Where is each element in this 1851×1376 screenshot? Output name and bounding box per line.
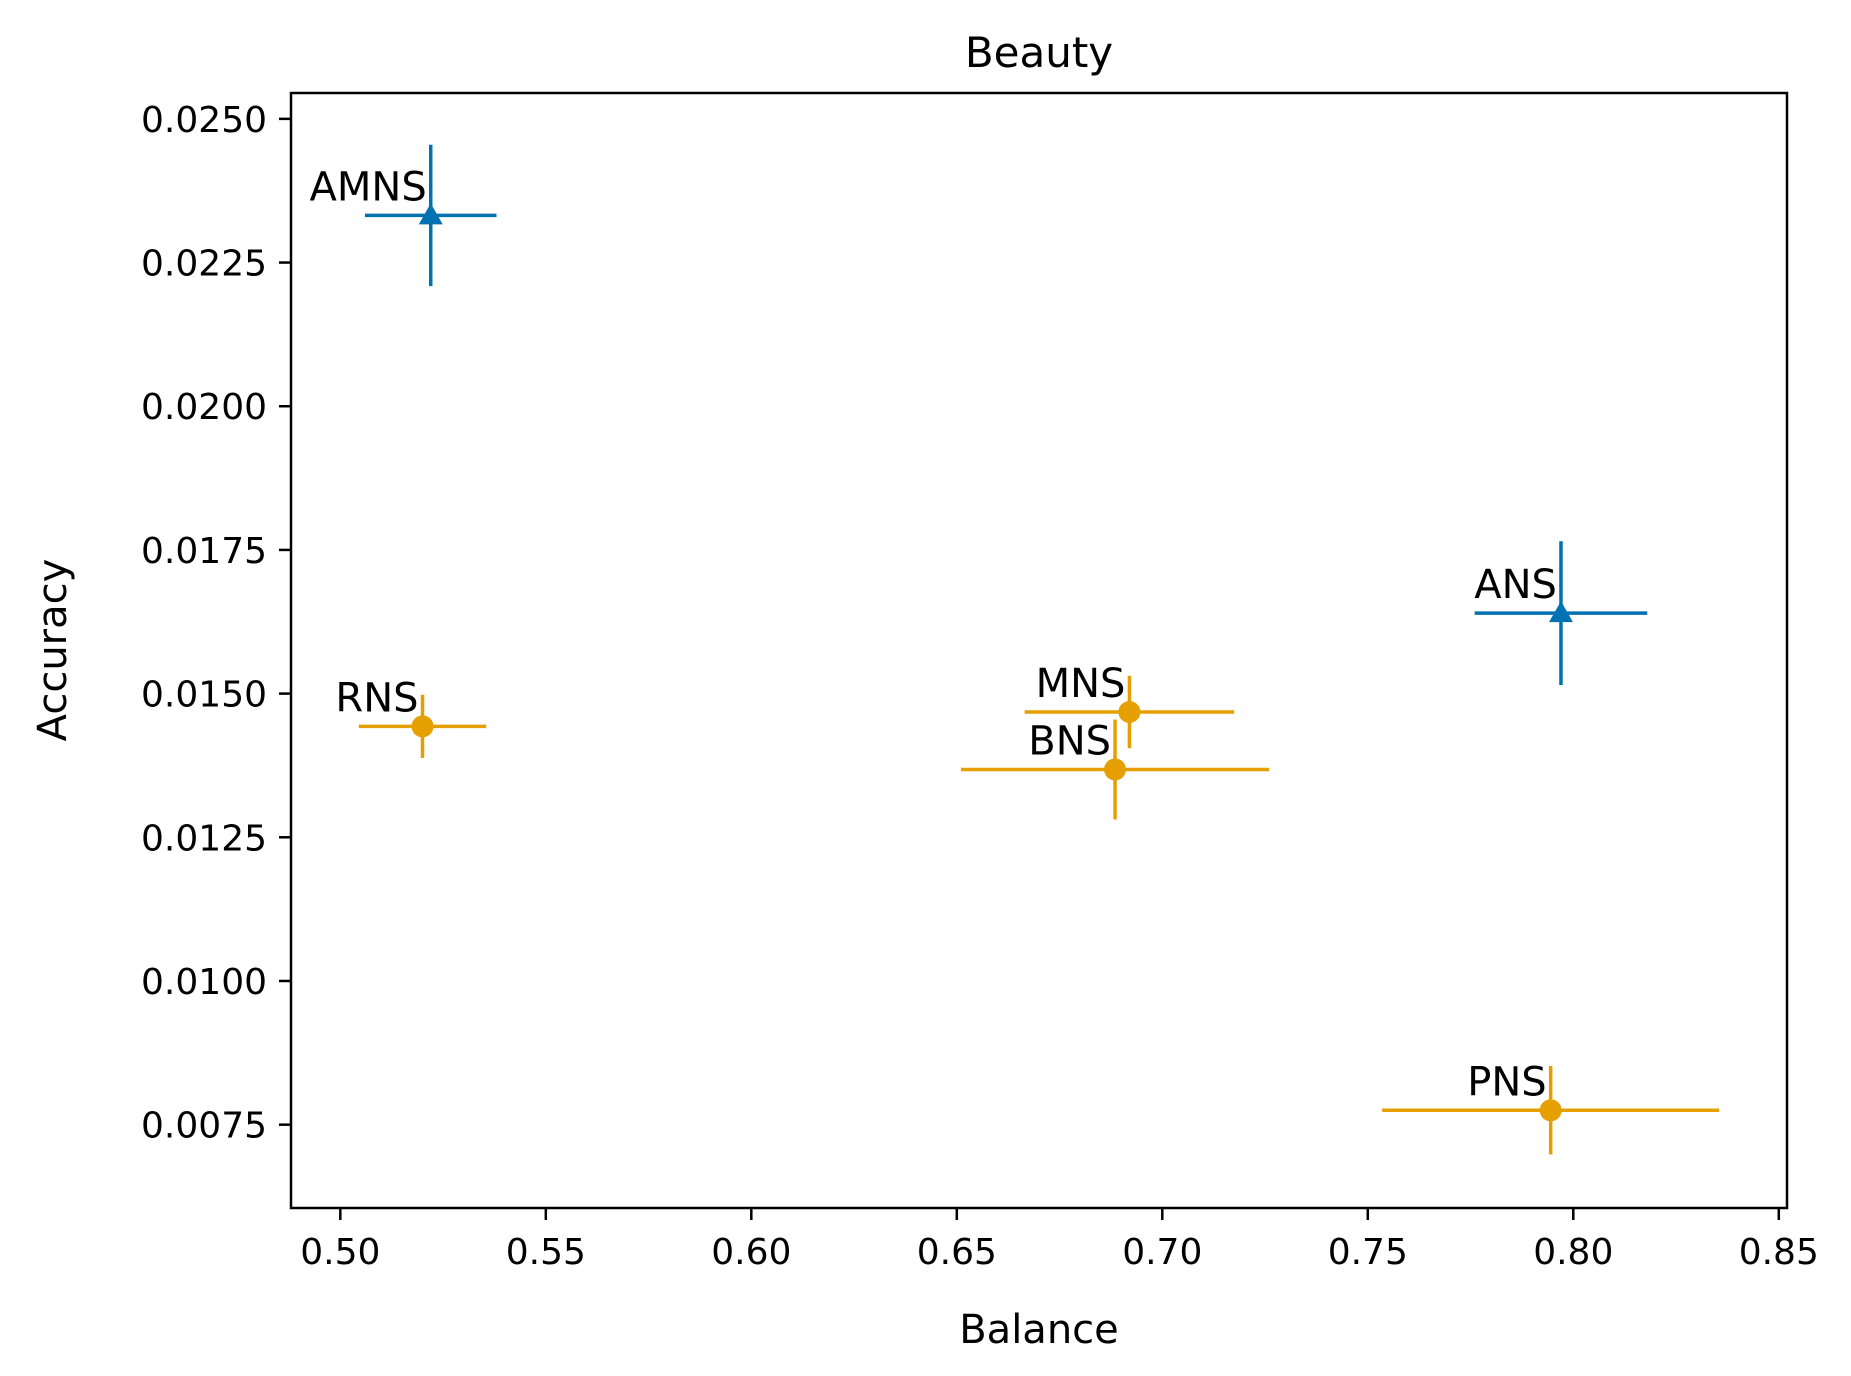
circle-marker bbox=[411, 715, 434, 738]
x-tick-label: 0.50 bbox=[300, 1232, 380, 1273]
circle-marker bbox=[1118, 700, 1141, 723]
triangle-marker bbox=[418, 203, 443, 225]
y-tick-label: 0.0075 bbox=[141, 1106, 267, 1147]
data-points: AMNS ANS RNS MNS BNS PNS bbox=[310, 144, 1720, 1155]
y-axis-ticks: 0.0075 0.0100 0.0125 0.0150 0.0175 0.0200 0.02… bbox=[141, 100, 291, 1147]
chart-title: Beauty bbox=[965, 28, 1113, 77]
y-tick-label: 0.0225 bbox=[141, 244, 267, 285]
point-label: ANS bbox=[1474, 562, 1557, 608]
x-axis-label: Balance bbox=[959, 1307, 1119, 1353]
circle-marker bbox=[1539, 1099, 1562, 1122]
x-axis-ticks: 0.50 0.55 0.60 0.65 0.70 0.75 0.80 0.85 bbox=[300, 1208, 1819, 1273]
x-tick-label: 0.60 bbox=[711, 1232, 791, 1273]
y-axis-label: Accuracy bbox=[30, 559, 76, 742]
point-label: AMNS bbox=[310, 164, 427, 210]
data-point-bns: BNS bbox=[960, 718, 1270, 820]
plot-area-frame bbox=[289, 91, 1789, 1210]
data-point-pns: PNS bbox=[1382, 1059, 1720, 1155]
y-tick-label: 0.0100 bbox=[141, 962, 267, 1003]
x-tick-label: 0.70 bbox=[1122, 1232, 1202, 1273]
triangle-marker bbox=[1548, 601, 1573, 623]
x-tick-label: 0.80 bbox=[1533, 1232, 1613, 1273]
x-tick-label: 0.55 bbox=[506, 1232, 586, 1273]
data-point-rns: RNS bbox=[335, 675, 487, 758]
y-tick-label: 0.0175 bbox=[141, 531, 267, 572]
y-tick-label: 0.0150 bbox=[141, 675, 267, 716]
point-label: MNS bbox=[1036, 661, 1126, 707]
x-tick-label: 0.75 bbox=[1328, 1232, 1408, 1273]
y-tick-label: 0.0200 bbox=[141, 387, 267, 428]
point-label: RNS bbox=[335, 675, 418, 721]
point-label: BNS bbox=[1028, 718, 1111, 764]
y-tick-label: 0.0250 bbox=[141, 100, 267, 141]
data-point-ans: ANS bbox=[1474, 541, 1648, 685]
point-label: PNS bbox=[1467, 1059, 1546, 1105]
data-point-mns: MNS bbox=[1024, 661, 1235, 749]
y-tick-label: 0.0125 bbox=[141, 818, 267, 859]
data-point-amns: AMNS bbox=[310, 144, 497, 287]
x-tick-label: 0.65 bbox=[917, 1232, 997, 1273]
x-tick-label: 0.85 bbox=[1739, 1232, 1819, 1273]
circle-marker bbox=[1104, 758, 1127, 781]
